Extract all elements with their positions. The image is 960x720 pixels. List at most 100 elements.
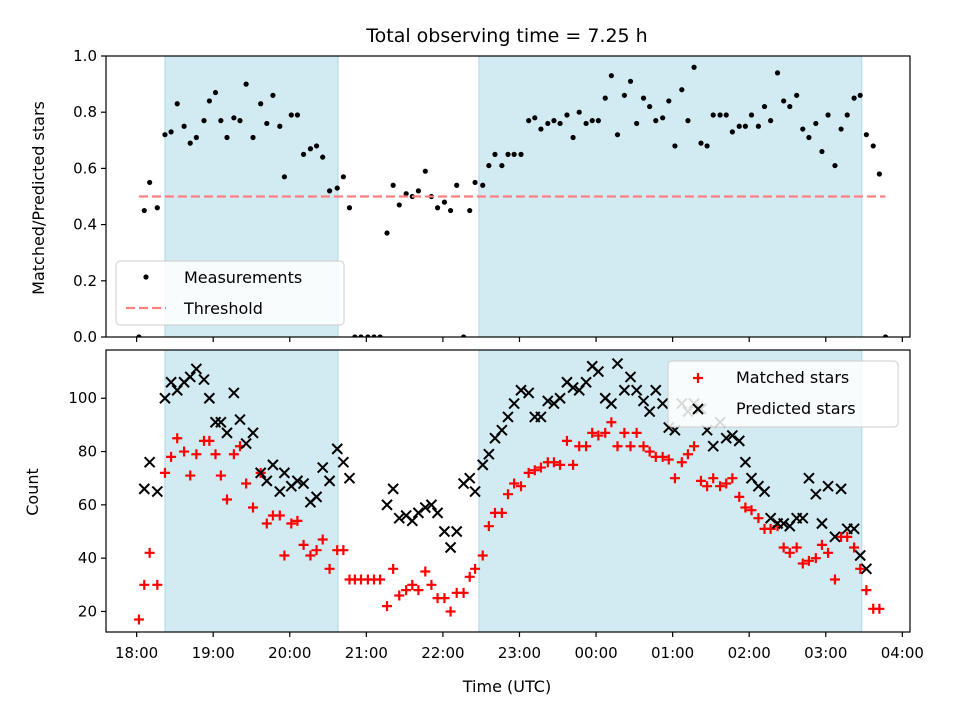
measurement-point bbox=[564, 112, 570, 118]
matched-point bbox=[305, 550, 316, 561]
measurement-point bbox=[454, 182, 460, 188]
measurement-point bbox=[742, 123, 748, 129]
predicted-point bbox=[797, 512, 809, 524]
bottom-series-1 bbox=[138, 357, 873, 575]
xtick-label: 02:00 bbox=[728, 644, 771, 662]
matched-point bbox=[338, 545, 349, 556]
measurement-point bbox=[857, 92, 863, 98]
matched-point bbox=[215, 470, 226, 481]
measurement-point bbox=[193, 134, 199, 141]
matched-point bbox=[324, 563, 335, 574]
predicted-point bbox=[816, 517, 828, 530]
measurement-point bbox=[518, 151, 524, 157]
measurement-point bbox=[787, 103, 793, 110]
matched-point bbox=[548, 457, 559, 468]
predicted-point bbox=[643, 405, 656, 418]
measurement-point bbox=[352, 334, 358, 337]
predicted-point bbox=[234, 413, 246, 426]
measurement-point bbox=[174, 101, 180, 107]
top-ytick-label: 0.4 bbox=[73, 216, 97, 234]
measurement-point bbox=[340, 174, 346, 180]
matched-point bbox=[509, 478, 520, 489]
matched-point bbox=[734, 491, 745, 502]
predicted-point bbox=[650, 384, 662, 396]
matched-point bbox=[823, 547, 834, 558]
predicted-point bbox=[860, 563, 873, 575]
predicted-point bbox=[159, 392, 171, 404]
matched-point bbox=[261, 518, 272, 529]
legend-box bbox=[667, 360, 899, 428]
legend-label-1: Threshold bbox=[183, 299, 263, 318]
matched-point bbox=[753, 513, 764, 524]
matched-point bbox=[503, 489, 513, 500]
measurement-point bbox=[300, 151, 307, 157]
measurement-point bbox=[390, 182, 396, 188]
measurement-point bbox=[819, 148, 825, 155]
measurement-point bbox=[486, 162, 492, 169]
matched-point bbox=[797, 558, 808, 569]
measurement-point bbox=[595, 118, 601, 124]
measurement-point bbox=[602, 95, 608, 101]
predicted-point bbox=[618, 384, 631, 396]
measurement-point bbox=[698, 140, 704, 146]
predicted-point bbox=[720, 432, 732, 444]
measurement-point bbox=[403, 191, 409, 197]
predicted-point bbox=[331, 443, 343, 455]
matched-point bbox=[210, 449, 221, 460]
predicted-point bbox=[496, 424, 508, 436]
matched-point bbox=[765, 523, 776, 534]
matched-point bbox=[861, 585, 872, 596]
measurement-point bbox=[672, 143, 678, 149]
bottom-panel: 20 40 60 80 100 18:00 19:00 20:00 21:00 22:00 23:0… bbox=[68, 349, 924, 662]
matched-point bbox=[638, 441, 649, 452]
matched-point bbox=[587, 427, 598, 438]
matched-point bbox=[708, 473, 719, 484]
measurement-point bbox=[832, 162, 838, 169]
matched-point bbox=[159, 467, 170, 478]
predicted-point bbox=[522, 387, 535, 399]
matched-point bbox=[166, 451, 177, 462]
measurement-point bbox=[551, 118, 557, 124]
measurement-point bbox=[499, 162, 505, 169]
matched-point bbox=[721, 478, 732, 489]
top-legend: Measurements Threshold bbox=[115, 260, 345, 326]
predicted-point bbox=[502, 411, 514, 423]
measurement-point bbox=[313, 143, 320, 149]
measurement-point bbox=[614, 132, 621, 138]
matched-point bbox=[810, 553, 821, 564]
measurement-point bbox=[768, 118, 774, 124]
matched-point bbox=[286, 518, 297, 529]
measurement-point bbox=[136, 334, 142, 337]
measurement-point bbox=[472, 179, 478, 186]
measurement-point bbox=[557, 120, 563, 127]
legend-marker-matched bbox=[693, 373, 703, 383]
predicted-point bbox=[829, 531, 841, 543]
measurement-point bbox=[851, 95, 857, 101]
measurement-point bbox=[250, 134, 256, 141]
matched-point bbox=[689, 441, 700, 452]
measurement-point bbox=[660, 115, 666, 121]
xtick-label: 18:00 bbox=[115, 644, 158, 662]
bottom-ytick-label: 40 bbox=[78, 549, 97, 567]
predicted-point bbox=[431, 507, 444, 519]
measurement-point bbox=[326, 188, 333, 194]
matched-point bbox=[185, 470, 196, 481]
measurement-point bbox=[589, 118, 595, 124]
measurement-point bbox=[141, 207, 147, 214]
top-ytick-label: 0.8 bbox=[73, 103, 97, 121]
predicted-point bbox=[810, 488, 822, 500]
measurement-point bbox=[532, 115, 538, 121]
matched-point bbox=[746, 505, 757, 516]
measurement-point bbox=[434, 205, 441, 211]
predicted-point bbox=[316, 461, 329, 474]
predicted-point bbox=[387, 483, 399, 495]
matched-point bbox=[139, 579, 150, 590]
predicted-point bbox=[515, 384, 527, 396]
bottom-legend: Matched stars Predicted stars bbox=[667, 360, 899, 428]
matched-point bbox=[394, 590, 405, 601]
matched-point bbox=[298, 539, 309, 550]
measurement-point bbox=[838, 126, 844, 132]
xtick-label: 04:00 bbox=[881, 644, 924, 662]
top-ytick-label: 0.0 bbox=[73, 328, 97, 346]
